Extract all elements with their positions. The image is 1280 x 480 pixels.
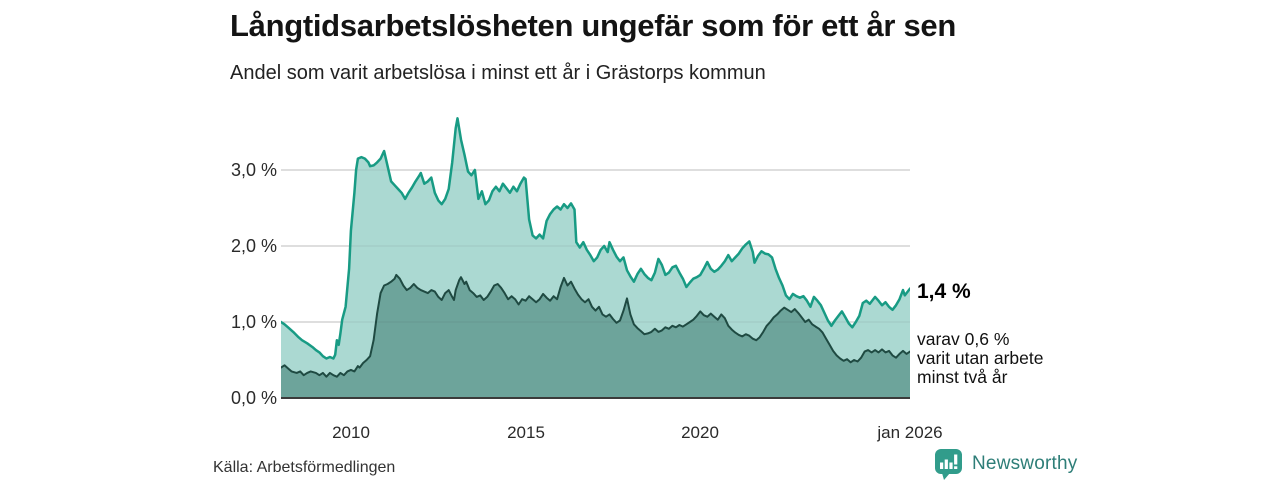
plot-area [279, 108, 912, 400]
note-line-1: varav 0,6 % [917, 329, 1010, 349]
note-line-2: varit utan arbete [917, 348, 1044, 368]
x-axis-label-jan-2026: jan 2026 [877, 423, 943, 442]
note-line-3: minst två år [917, 367, 1008, 387]
y-axis-label-2: 2,0 % [230, 236, 277, 256]
y-axis-label-0: 0,0 % [230, 388, 277, 408]
source-credit: Källa: Arbetsförmedlingen [213, 459, 396, 476]
brand-name: Newsworthy [972, 453, 1078, 474]
y-axis-label-3: 3,0 % [230, 160, 277, 180]
newsworthy-logo: Newsworthy [934, 448, 1077, 480]
secondary-value-note: varav 0,6 % varit utan arbete minst två … [917, 330, 1043, 387]
y-axis-label-1: 1,0 % [230, 312, 277, 332]
area-chart-svg [279, 117, 912, 399]
page-title: Långtidsarbetslösheten ungefär som för e… [230, 8, 957, 43]
x-axis-label-2015: 2015 [507, 423, 545, 442]
x-axis-label-2020: 2020 [681, 423, 719, 442]
bar-chart-speech-bubble-icon [935, 449, 962, 480]
chart-subtitle: Andel som varit arbetslösa i minst ett å… [230, 62, 766, 84]
latest-value-label: 1,4 % [917, 280, 971, 303]
x-axis-label-2010: 2010 [332, 423, 370, 442]
